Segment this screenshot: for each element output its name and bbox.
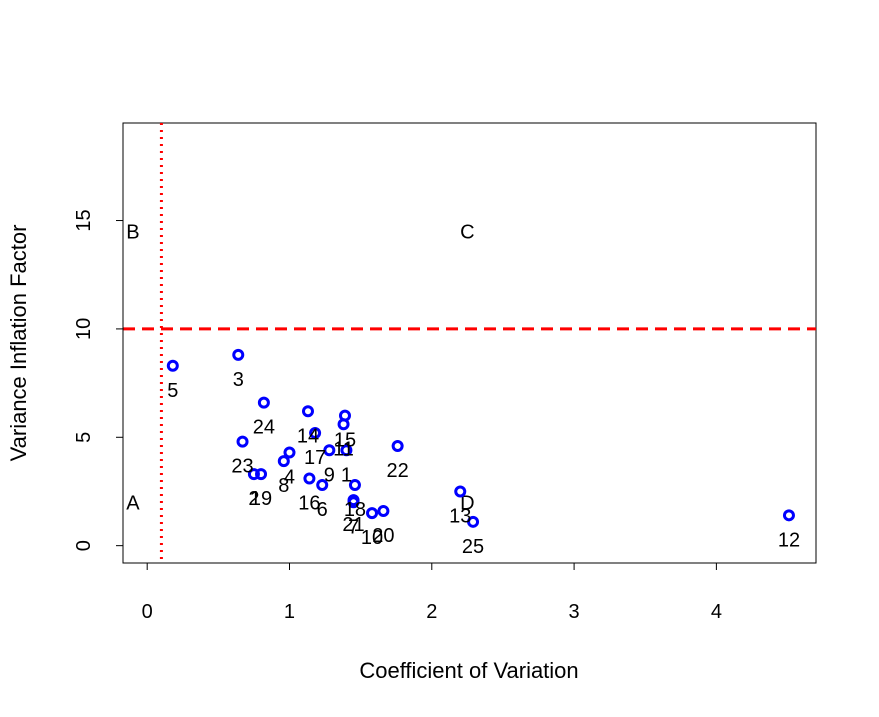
y-tick-label: 15 <box>73 209 95 231</box>
point-label: 23 <box>231 456 253 478</box>
point-label: 4 <box>284 466 295 488</box>
y-tick-label: 10 <box>73 318 95 340</box>
y-axis: 0 5 10 15 <box>73 209 124 551</box>
point-label: 22 <box>387 460 409 482</box>
point-label: 13 <box>449 505 471 527</box>
point-label: 9 <box>324 464 335 486</box>
data-point <box>347 494 360 507</box>
x-tick-label: 3 <box>569 601 580 623</box>
data-point <box>166 359 179 372</box>
data-point <box>255 468 268 481</box>
y-tick-label: 5 <box>73 432 95 443</box>
data-point <box>232 348 245 361</box>
point-label: 15 <box>334 430 356 452</box>
point-label: 19 <box>250 488 272 510</box>
data-point <box>323 444 336 457</box>
y-axis-title: Variance Inflation Factor <box>6 225 31 462</box>
data-point <box>247 468 260 481</box>
data-point <box>316 478 329 491</box>
data-point <box>257 396 270 409</box>
data-point <box>782 509 795 522</box>
point-label: 11 <box>333 438 354 460</box>
region-labels: A B C D <box>126 221 474 514</box>
point-label: 2 <box>248 488 259 510</box>
region-label: D <box>460 492 474 514</box>
data-point <box>377 504 390 517</box>
data-point <box>303 472 316 485</box>
point-label: 17 <box>304 447 326 469</box>
data-point <box>338 409 351 422</box>
point-label: 20 <box>372 525 394 547</box>
point-label: 16 <box>298 492 320 514</box>
point-label: 10 <box>361 527 383 549</box>
x-tick-label: 0 <box>142 601 153 623</box>
point-label: 25 <box>462 536 484 558</box>
data-point <box>391 439 404 452</box>
x-axis: 0 1 2 3 4 <box>142 562 722 623</box>
point-label: 3 <box>233 369 244 391</box>
data-point <box>277 455 290 468</box>
data-point <box>309 426 322 439</box>
data-point <box>236 435 249 448</box>
region-label: C <box>460 221 474 243</box>
point-label: 8 <box>278 475 289 497</box>
x-axis-title: Coefficient of Variation <box>359 658 578 683</box>
point-label: 6 <box>317 499 328 521</box>
data-points <box>166 348 795 528</box>
x-tick-label: 4 <box>711 601 722 623</box>
y-tick-label: 0 <box>73 540 95 551</box>
point-label: 18 <box>344 499 366 521</box>
data-point <box>301 405 314 418</box>
reference-lines <box>123 123 816 563</box>
data-point <box>283 446 296 459</box>
point-label: 14 <box>297 425 319 447</box>
point-label: 21 <box>342 514 364 536</box>
data-point <box>340 444 353 457</box>
region-label: B <box>126 221 139 243</box>
point-label: 1 <box>341 464 352 486</box>
x-tick-label: 2 <box>426 601 437 623</box>
data-point <box>348 478 361 491</box>
region-label: A <box>126 492 140 514</box>
point-label: 7 <box>348 516 359 538</box>
data-point <box>467 515 480 528</box>
point-label: 5 <box>167 380 178 402</box>
data-point <box>366 507 379 520</box>
point-label: 12 <box>778 529 800 551</box>
point-label: 24 <box>253 417 275 439</box>
data-point <box>454 485 467 498</box>
x-tick-label: 1 <box>284 601 295 623</box>
